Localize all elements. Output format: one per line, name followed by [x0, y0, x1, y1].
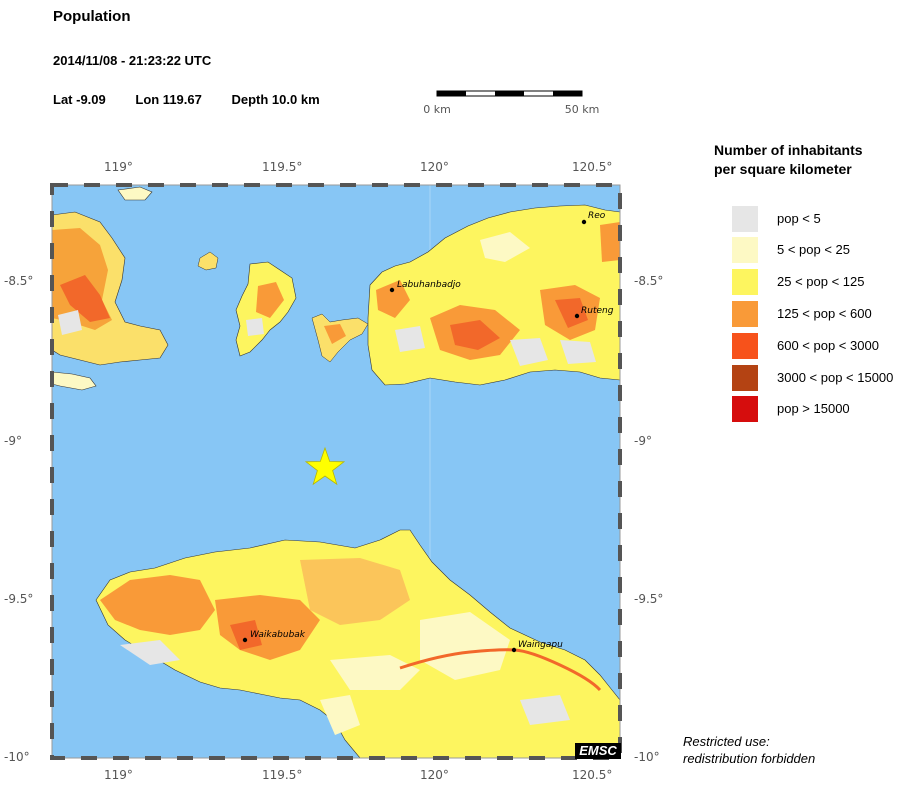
legend-swatch [732, 333, 758, 359]
lon-tick-bottom: 120.5° [572, 768, 613, 782]
event-coordinates: Lat -9.09 Lon 119.67 Depth 10.0 km [53, 92, 346, 107]
legend-swatch [732, 206, 758, 232]
emsc-logo: EMSC [575, 743, 621, 759]
city-waingapu-marker [511, 647, 517, 653]
city-labuhanbadjo-label: Labuhanbadjo [397, 280, 461, 290]
legend-title: Number of inhabitants per square kilomet… [714, 141, 863, 179]
city-markers: Reo Labuhanbadjo Ruteng Waikabubak Waing… [242, 211, 614, 653]
city-waingapu-label: Waingapu [518, 640, 563, 650]
legend-swatch [732, 396, 758, 422]
flores-island [367, 204, 620, 386]
longitude-value: Lon 119.67 [135, 92, 202, 107]
legend-swatch [732, 269, 758, 295]
lon-tick-bottom: 119° [104, 768, 133, 782]
city-ruteng-label: Ruteng [581, 306, 614, 316]
legend-label: 3000 < pop < 15000 [777, 370, 894, 385]
city-ruteng-marker [574, 313, 580, 319]
usage-note: Restricted use: redistribution forbidden [683, 733, 815, 767]
legend-swatch [732, 301, 758, 327]
latitude-value: Lat -9.09 [53, 92, 106, 107]
lon-tick-bottom: 119.5° [262, 768, 303, 782]
map-frame [50, 183, 622, 760]
west-island [52, 186, 169, 391]
lon-tick-top: 120° [420, 160, 449, 174]
lat-tick-left: -9.5° [4, 592, 34, 606]
scale-start-label: 0 km [423, 103, 451, 116]
legend-title-line: Number of inhabitants [714, 142, 863, 158]
small-islands [197, 251, 369, 363]
city-reo-marker [581, 219, 587, 225]
lon-tick-top: 120.5° [572, 160, 613, 174]
lon-tick-top: 119.5° [262, 160, 303, 174]
legend-label: 600 < pop < 3000 [777, 338, 879, 353]
star-icon [304, 446, 346, 486]
usage-note-line: redistribution forbidden [683, 751, 816, 766]
city-reo-label: Reo [588, 211, 606, 221]
lat-tick-right: -10° [634, 750, 660, 764]
lat-tick-right: -9.5° [634, 592, 664, 606]
scale-end-label: 50 km [565, 103, 600, 116]
lat-tick-right: -9° [634, 434, 652, 448]
lat-tick-left: -8.5° [4, 274, 34, 288]
legend-label: 5 < pop < 25 [777, 242, 851, 257]
city-waikabubak-marker [242, 637, 248, 643]
lon-tick-top: 119° [104, 160, 133, 174]
legend-swatch [732, 237, 758, 263]
legend-swatch [732, 365, 758, 391]
lat-tick-right: -8.5° [634, 274, 664, 288]
legend-label: 125 < pop < 600 [777, 306, 872, 321]
event-datetime: 2014/11/08 - 21:23:22 UTC [53, 53, 212, 68]
lon-tick-bottom: 120° [420, 768, 449, 782]
legend-label: pop > 15000 [777, 401, 850, 416]
page-title: Population [53, 8, 131, 25]
sumba-island [95, 529, 620, 758]
scale-bar: 0 km 50 km [423, 90, 600, 116]
legend-title-line: per square kilometer [714, 161, 852, 177]
city-waikabubak-label: Waikabubak [250, 630, 306, 640]
city-labuhanbadjo-marker [389, 287, 395, 293]
legend-label: 25 < pop < 125 [777, 274, 865, 289]
depth-value: Depth 10.0 km [231, 92, 320, 107]
legend-label: pop < 5 [777, 211, 821, 226]
lat-tick-left: -9° [4, 434, 22, 448]
lat-tick-left: -10° [4, 750, 30, 764]
usage-note-line: Restricted use: [683, 734, 770, 749]
